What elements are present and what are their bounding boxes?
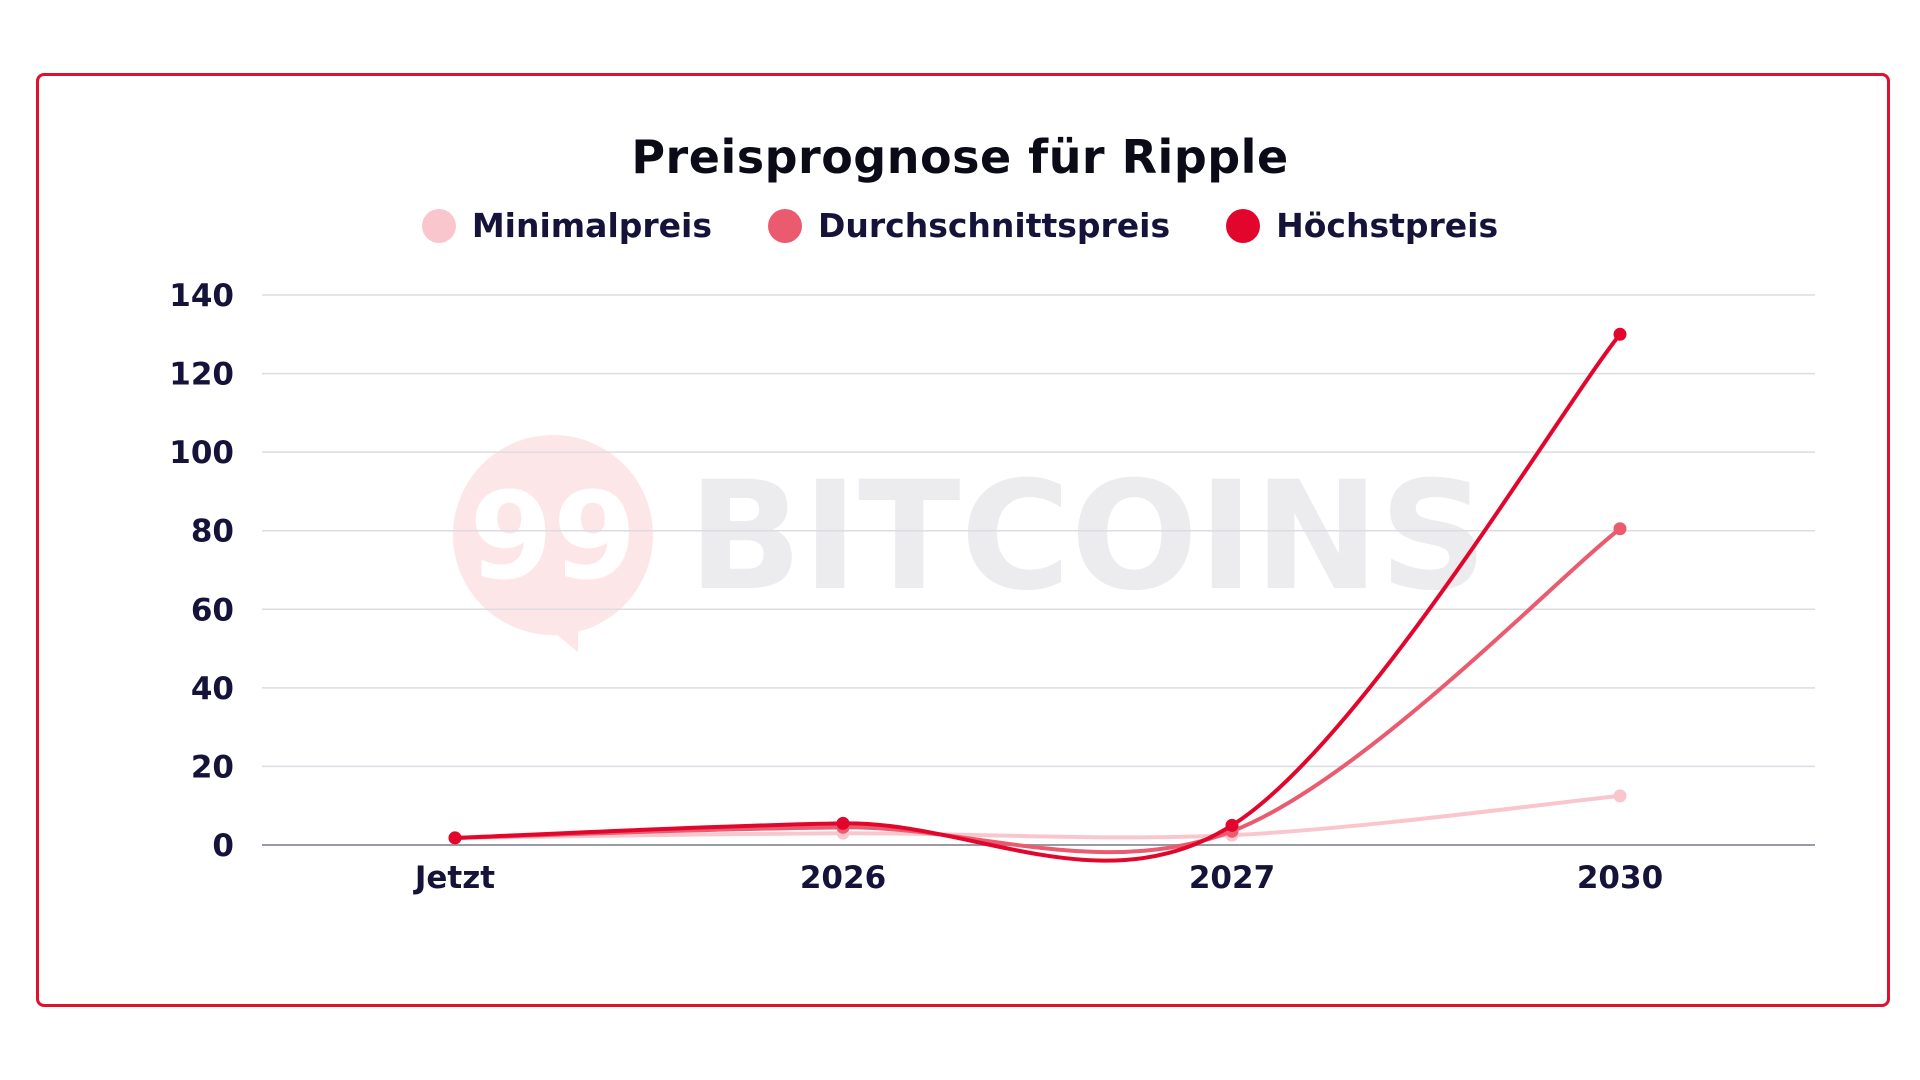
x-tick-label: Jetzt xyxy=(413,860,495,896)
series-lines xyxy=(448,327,1627,863)
legend-label-minimalpreis: Minimalpreis xyxy=(471,206,712,245)
series-line-minimalpreis xyxy=(453,793,1622,840)
data-point-hoechstpreis xyxy=(836,816,850,830)
legend: Minimalpreis Durchschnittspreis Höchstpr… xyxy=(0,206,1920,245)
chart-card xyxy=(36,73,1890,1007)
x-tick-label: 2027 xyxy=(1189,860,1275,896)
legend-swatch-durchschnittspreis xyxy=(768,208,802,243)
y-tick-label: 0 xyxy=(212,828,234,864)
x-tick-label: 2026 xyxy=(800,860,886,896)
y-tick-label: 20 xyxy=(191,749,234,785)
legend-item-durchschnittspreis: Durchschnittspreis xyxy=(768,206,1170,245)
watermark: 99 BITCOINS xyxy=(453,435,1487,652)
data-point-minimalpreis xyxy=(1613,789,1627,803)
watermark-brand: BITCOINS xyxy=(688,450,1487,624)
legend-swatch-hoechstpreis xyxy=(1226,208,1261,243)
y-tick-label: 120 xyxy=(169,357,234,393)
watermark-logo-circle xyxy=(453,435,653,635)
y-tick-label: 100 xyxy=(169,435,234,471)
y-axis-ticks: 0 20 40 60 80 100 120 140 xyxy=(169,278,234,864)
legend-label-hoechstpreis: Höchstpreis xyxy=(1276,206,1499,245)
x-axis-ticks: Jetzt 2026 2027 2030 xyxy=(413,860,1663,896)
data-point-hoechstpreis xyxy=(448,831,462,845)
series-line-hoechstpreis xyxy=(453,332,1622,863)
legend-label-durchschnittspreis: Durchschnittspreis xyxy=(818,206,1171,245)
y-tick-label: 80 xyxy=(191,514,234,550)
x-tick-label: 2030 xyxy=(1577,860,1663,896)
y-tick-label: 40 xyxy=(191,671,234,707)
watermark-logo-tail xyxy=(545,610,578,652)
legend-swatch-minimalpreis xyxy=(421,208,456,243)
data-point-hoechstpreis xyxy=(1225,818,1239,832)
y-tick-label: 140 xyxy=(169,278,234,314)
watermark-logo-number: 99 xyxy=(470,468,637,607)
data-point-hoechstpreis xyxy=(1613,327,1627,341)
chart-title: Preisprognose für Ripple xyxy=(631,130,1289,184)
y-tick-label: 60 xyxy=(191,592,234,628)
grid xyxy=(262,294,1815,846)
legend-item-minimalpreis: Minimalpreis xyxy=(421,206,712,245)
legend-item-hoechstpreis: Höchstpreis xyxy=(1226,206,1498,245)
data-point-durchschnittspreis xyxy=(1613,522,1627,536)
